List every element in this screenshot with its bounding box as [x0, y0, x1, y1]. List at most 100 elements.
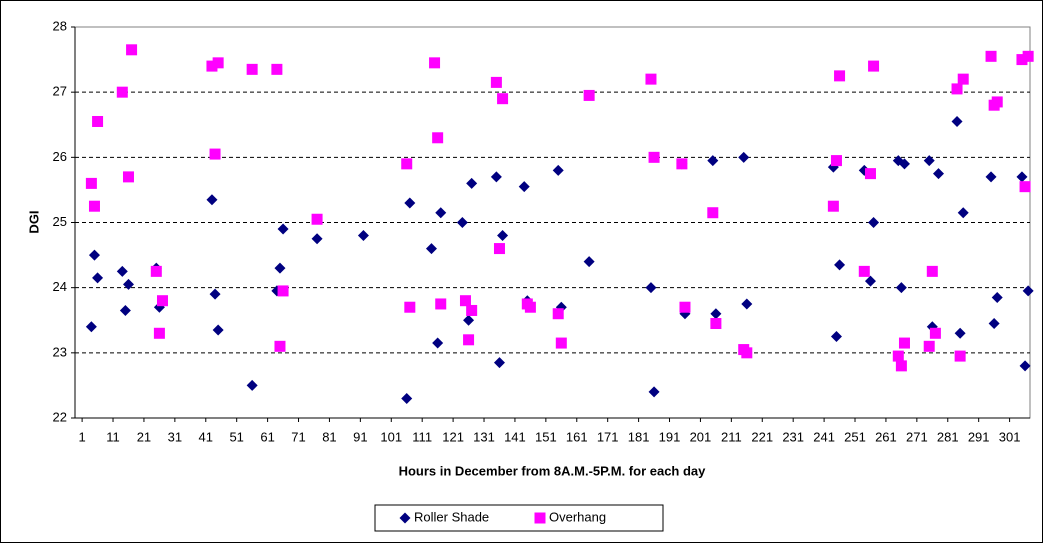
- x-tick-label: 141: [504, 429, 526, 444]
- x-tick-label: 131: [473, 429, 495, 444]
- data-point: [648, 386, 660, 398]
- data-point: [552, 164, 564, 176]
- x-tick-label: 71: [291, 429, 305, 444]
- x-tick-label: 51: [229, 429, 243, 444]
- data-point: [274, 340, 286, 352]
- x-tick-label: 251: [844, 429, 866, 444]
- x-tick-label: 171: [597, 429, 619, 444]
- data-point: [834, 259, 846, 271]
- data-point: [710, 308, 722, 320]
- data-point: [277, 223, 289, 235]
- data-point: [206, 60, 218, 72]
- data-point: [85, 321, 97, 333]
- y-tick-label: 27: [53, 84, 67, 99]
- x-axis-title: Hours in December from 8A.M.-5P.M. for e…: [399, 463, 707, 478]
- data-point: [834, 70, 846, 82]
- data-point: [122, 278, 134, 290]
- x-tick-label: 91: [353, 429, 367, 444]
- data-point: [212, 57, 224, 69]
- x-tick-label: 161: [566, 429, 588, 444]
- data-point: [466, 304, 478, 316]
- x-tick-label: 61: [260, 429, 274, 444]
- data-point: [463, 314, 475, 326]
- data-point: [951, 83, 963, 95]
- data-point: [497, 230, 509, 242]
- data-point: [985, 171, 997, 183]
- data-point: [583, 256, 595, 268]
- data-point: [92, 272, 104, 284]
- data-point: [119, 304, 131, 316]
- data-point: [311, 233, 323, 245]
- data-point: [209, 148, 221, 160]
- data-point: [868, 217, 880, 228]
- data-point: [988, 318, 1000, 330]
- x-tick-label: 41: [199, 429, 213, 444]
- data-point: [895, 360, 907, 372]
- data-point: [676, 158, 688, 170]
- x-tick-label: 11: [106, 429, 120, 444]
- data-point: [311, 213, 323, 225]
- data-point: [957, 73, 969, 85]
- legend-marker: [534, 512, 546, 524]
- data-point: [645, 282, 657, 294]
- data-point: [552, 308, 564, 320]
- data-point: [864, 275, 876, 287]
- data-point: [707, 155, 719, 167]
- data-point: [858, 265, 870, 277]
- data-point: [122, 171, 134, 183]
- data-point: [425, 243, 437, 255]
- data-point: [1022, 285, 1034, 297]
- data-point: [156, 295, 168, 307]
- data-point: [435, 207, 447, 219]
- legend-label: Overhang: [549, 509, 606, 524]
- data-point: [991, 291, 1003, 303]
- data-point: [868, 60, 880, 72]
- y-tick-label: 26: [53, 149, 67, 164]
- data-point: [246, 63, 258, 75]
- data-point: [432, 132, 444, 144]
- data-point: [246, 379, 258, 391]
- x-tick-label: 81: [322, 429, 336, 444]
- data-point: [957, 207, 969, 219]
- data-point: [456, 217, 468, 228]
- y-tick-label: 24: [53, 279, 67, 294]
- y-tick-label: 28: [53, 18, 67, 33]
- data-point: [357, 230, 369, 242]
- data-point: [954, 350, 966, 362]
- data-point: [432, 337, 444, 349]
- data-point: [463, 334, 475, 346]
- x-tick-label: 201: [690, 429, 712, 444]
- x-tick-label: 281: [937, 429, 959, 444]
- data-point: [892, 350, 904, 362]
- data-point: [277, 285, 289, 297]
- data-point: [827, 200, 839, 212]
- data-point: [150, 265, 162, 277]
- data-point: [88, 249, 100, 261]
- data-point: [926, 265, 938, 277]
- data-point: [1016, 54, 1028, 66]
- legend-marker: [399, 512, 411, 524]
- x-tick-label: 241: [813, 429, 835, 444]
- data-point: [895, 282, 907, 294]
- data-point: [429, 57, 441, 69]
- data-point: [985, 50, 997, 62]
- x-tick-label: 121: [442, 429, 464, 444]
- data-point: [459, 295, 471, 307]
- x-tick-label: 111: [412, 429, 432, 444]
- data-point: [92, 115, 104, 127]
- data-point: [212, 324, 224, 336]
- legend-box: [374, 504, 664, 532]
- data-point: [435, 298, 447, 310]
- x-tick-label: 211: [721, 429, 742, 444]
- data-point: [490, 76, 502, 88]
- legend-label: Roller Shade: [414, 509, 489, 524]
- y-tick-label: 23: [53, 344, 67, 359]
- data-point: [209, 288, 221, 300]
- data-point: [932, 168, 944, 180]
- data-point: [830, 155, 842, 167]
- y-axis-title: DGI: [26, 210, 41, 233]
- data-point: [85, 177, 97, 189]
- x-tick-label: 291: [968, 429, 990, 444]
